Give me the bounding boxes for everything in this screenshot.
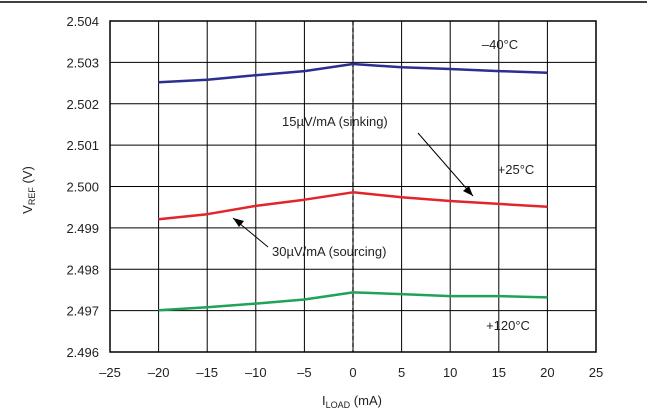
x-tick-label: –15 [196, 365, 218, 380]
series-line-1 [158, 191, 548, 221]
series-label-minus40: –40°C [482, 37, 518, 52]
series-line-0 [158, 62, 548, 84]
y-axis-title: VREF (V) [20, 166, 37, 214]
series-label-plus25: +25°C [498, 162, 535, 177]
plot-frame [109, 20, 597, 353]
x-tick-label: –5 [297, 365, 311, 380]
x-axis-title: ILOAD (mA) [322, 393, 382, 410]
annotation-sourcing-arrowhead [233, 218, 244, 227]
x-tick-label: –10 [245, 365, 267, 380]
x-tick-label: –20 [148, 365, 170, 380]
y-tick-label: 2.497 [66, 304, 99, 319]
x-tick-label: 20 [540, 365, 554, 380]
y-tick-label: 2.496 [66, 345, 99, 360]
x-tick-label: 15 [492, 365, 506, 380]
annotation-sinking: 15µV/mA (sinking) [282, 114, 388, 129]
y-tick-label: 2.503 [66, 55, 99, 70]
x-tick-label: 10 [443, 365, 457, 380]
y-tick-label: 2.501 [66, 138, 99, 153]
x-tick-label: 25 [589, 365, 603, 380]
y-tick-labels: 2.504 2.503 2.502 2.501 2.500 2.499 2.498 2.497… [66, 14, 99, 360]
annotation-sinking-arrow [417, 132, 474, 197]
y-tick-label: 2.498 [66, 262, 99, 277]
annotation-sourcing: 30µV/mA (sourcing) [272, 244, 386, 259]
x-tick-labels: –25 –20 –15 –10 –5 0 5 10 15 20 25 [99, 365, 603, 380]
series-label-plus120: +120°C [486, 318, 530, 333]
series-layer [158, 62, 548, 312]
x-tick-label: –25 [99, 365, 121, 380]
x-tick-label: 0 [349, 365, 356, 380]
y-tick-label: 2.499 [66, 221, 99, 236]
y-tick-label: 2.500 [66, 180, 99, 195]
y-tick-label: 2.502 [66, 97, 99, 112]
series-line-2 [158, 291, 548, 312]
y-tick-label: 2.504 [66, 14, 99, 29]
annotation-sinking-arrowhead [463, 186, 473, 196]
x-tick-label: 5 [398, 365, 405, 380]
